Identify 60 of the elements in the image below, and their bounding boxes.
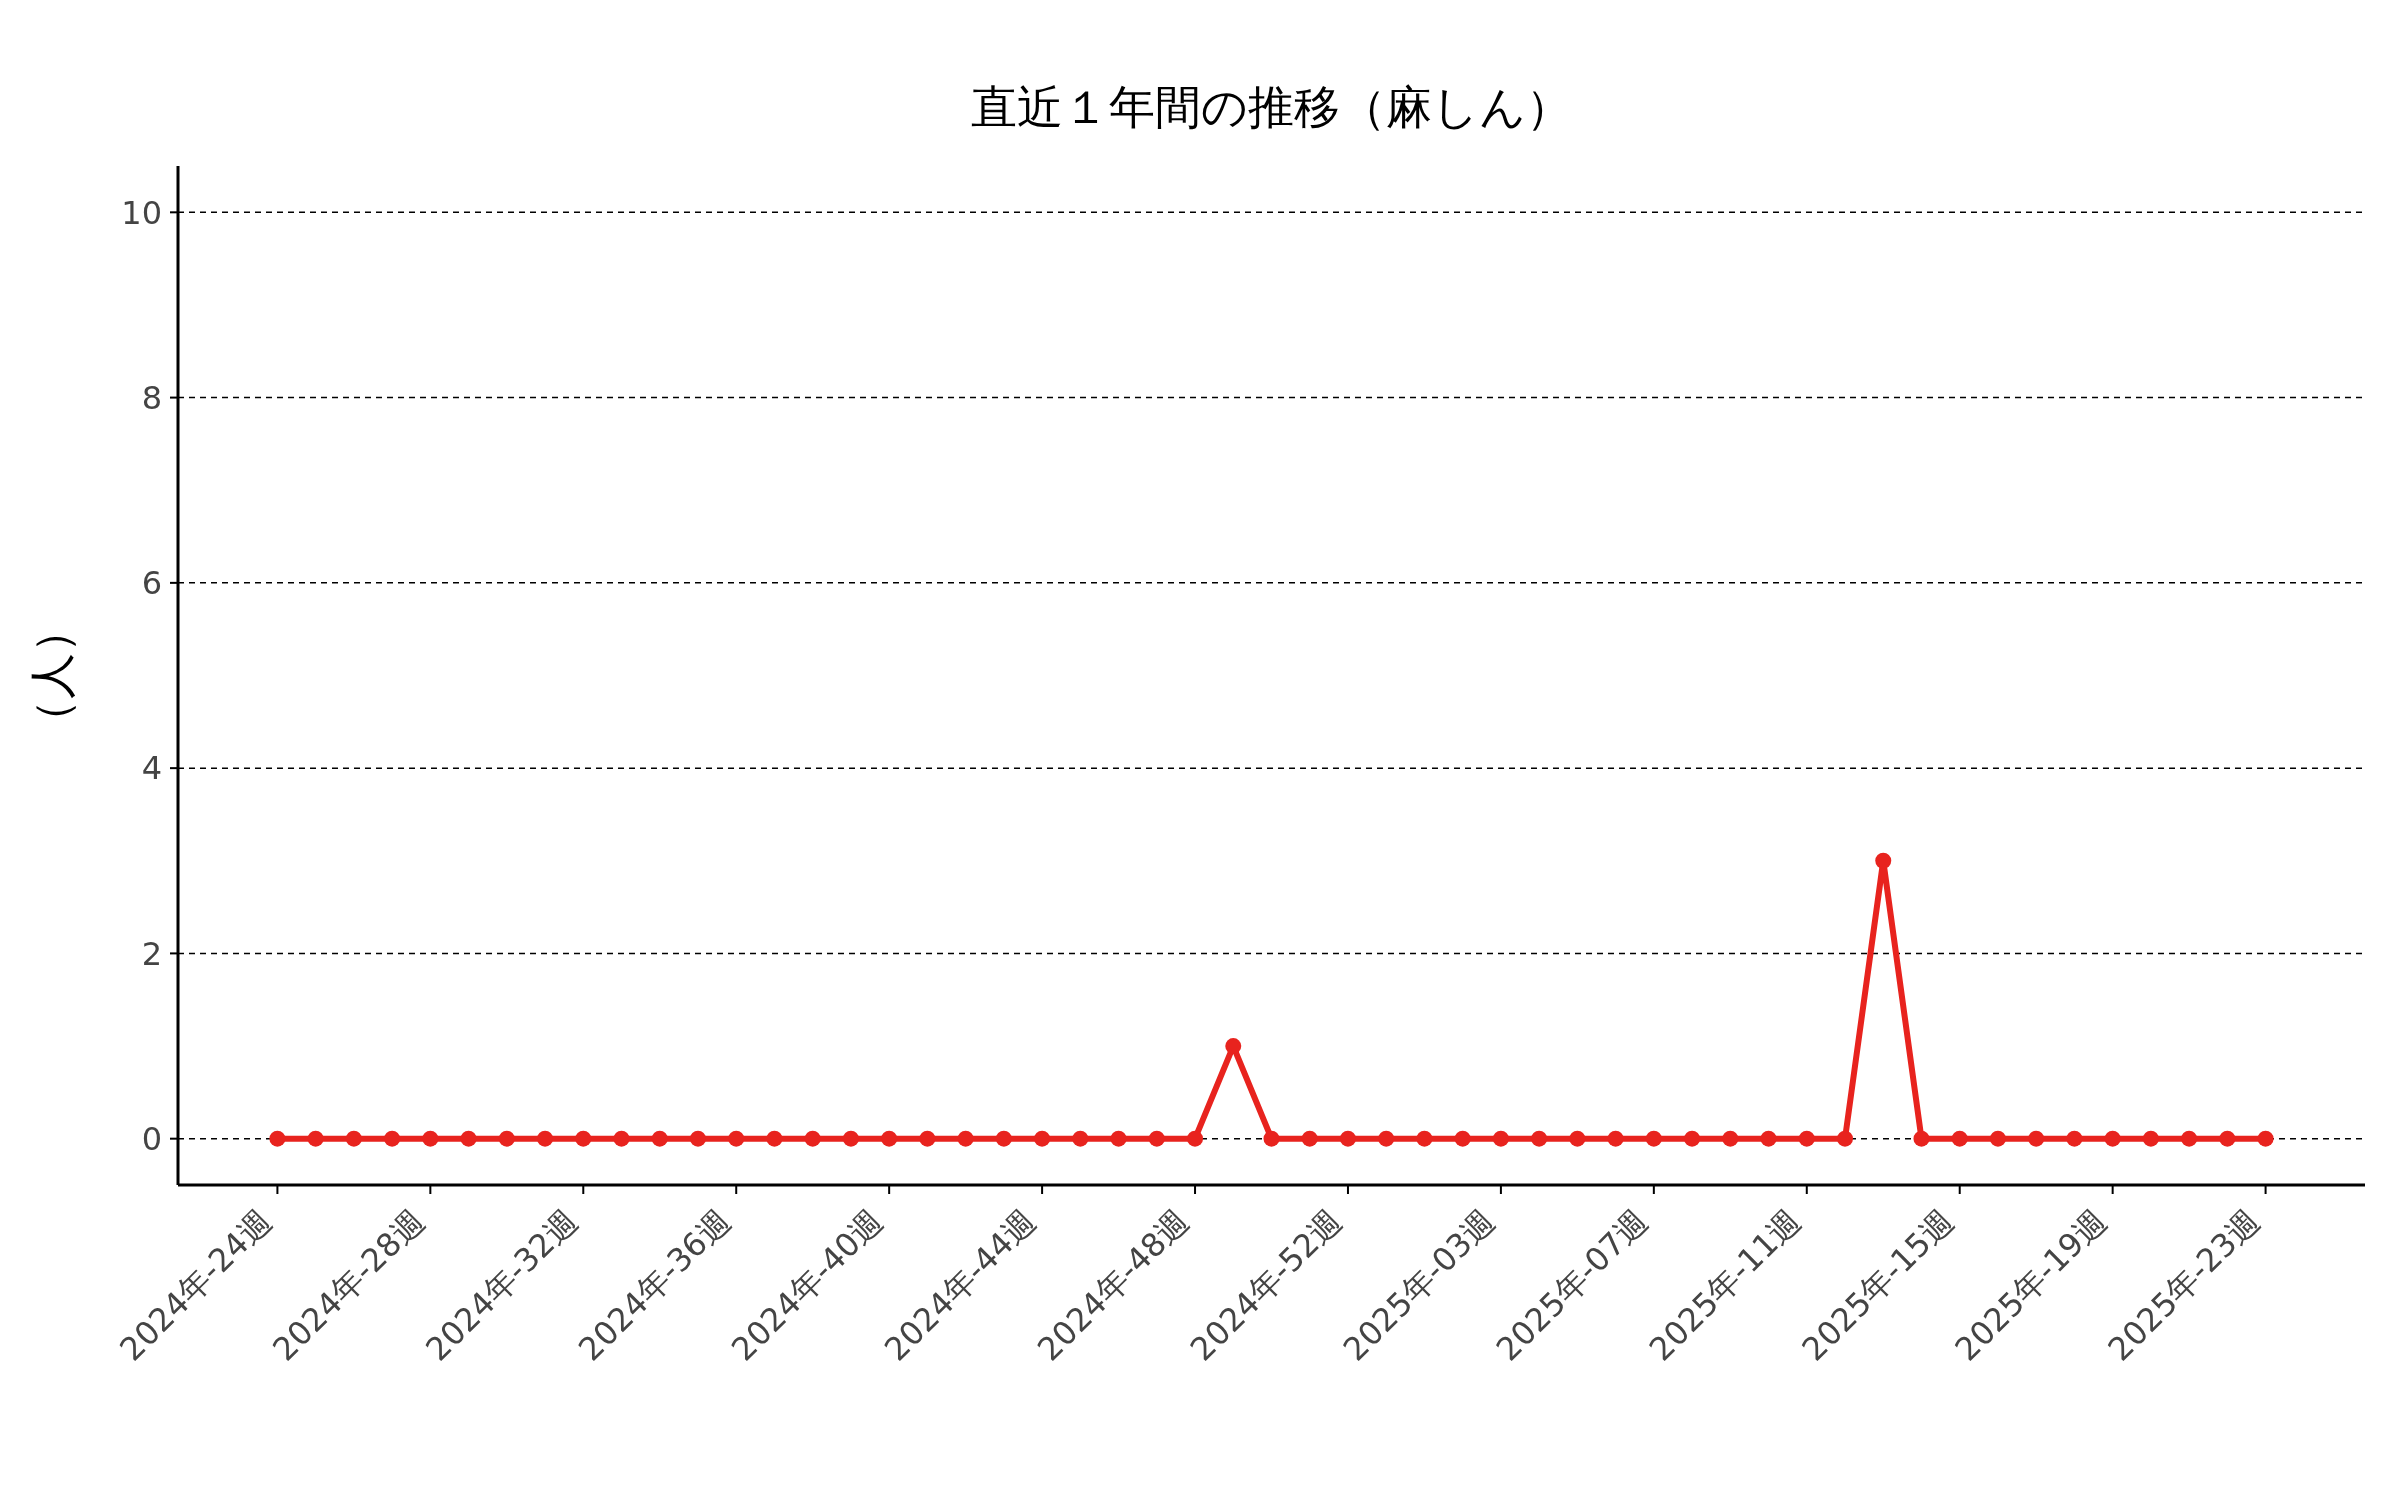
point [307,1130,324,1147]
point [2257,1130,2274,1147]
point [2066,1130,2083,1147]
point [842,1130,859,1147]
point [919,1130,936,1147]
point [1645,1130,1662,1147]
point [1569,1130,1586,1147]
y-tick-label: 6 [141,564,162,603]
point [384,1130,401,1147]
point [766,1130,783,1147]
point [1187,1130,1204,1147]
point [1454,1130,1471,1147]
point [1798,1130,1815,1147]
point [269,1130,286,1147]
point [1492,1130,1509,1147]
y-tick-label: 8 [141,378,162,417]
point [1989,1130,2006,1147]
point [1072,1130,1089,1147]
point [728,1130,745,1147]
point [1837,1130,1854,1147]
point [1951,1130,1968,1147]
point [804,1130,821,1147]
point [1875,852,1892,869]
point [2219,1130,2236,1147]
point [881,1130,898,1147]
point [1913,1130,1930,1147]
y-tick-label: 0 [141,1119,162,1158]
point [1416,1130,1433,1147]
point [995,1130,1012,1147]
point [2028,1130,2045,1147]
y-tick-label: 10 [121,193,162,232]
point [2181,1130,2198,1147]
y-axis-title: （人） [25,606,79,745]
point [422,1130,439,1147]
point [1531,1130,1548,1147]
point [537,1130,554,1147]
point [689,1130,706,1147]
point [1684,1130,1701,1147]
point [1378,1130,1395,1147]
point [613,1130,630,1147]
point [575,1130,592,1147]
point [1607,1130,1624,1147]
point [1722,1130,1739,1147]
point [1148,1130,1165,1147]
point [651,1130,668,1147]
point [460,1130,477,1147]
point [1263,1130,1280,1147]
y-tick-label: 4 [141,749,162,788]
point [1301,1130,1318,1147]
y-tick-label: 2 [141,934,162,973]
point [2104,1130,2121,1147]
point [345,1130,362,1147]
chart-title: 直近１年間の推移（麻しん） [971,80,1572,134]
point [2142,1130,2159,1147]
point [1760,1130,1777,1147]
point [498,1130,515,1147]
point [957,1130,974,1147]
point [1339,1130,1356,1147]
point [1034,1130,1051,1147]
point [1110,1130,1127,1147]
